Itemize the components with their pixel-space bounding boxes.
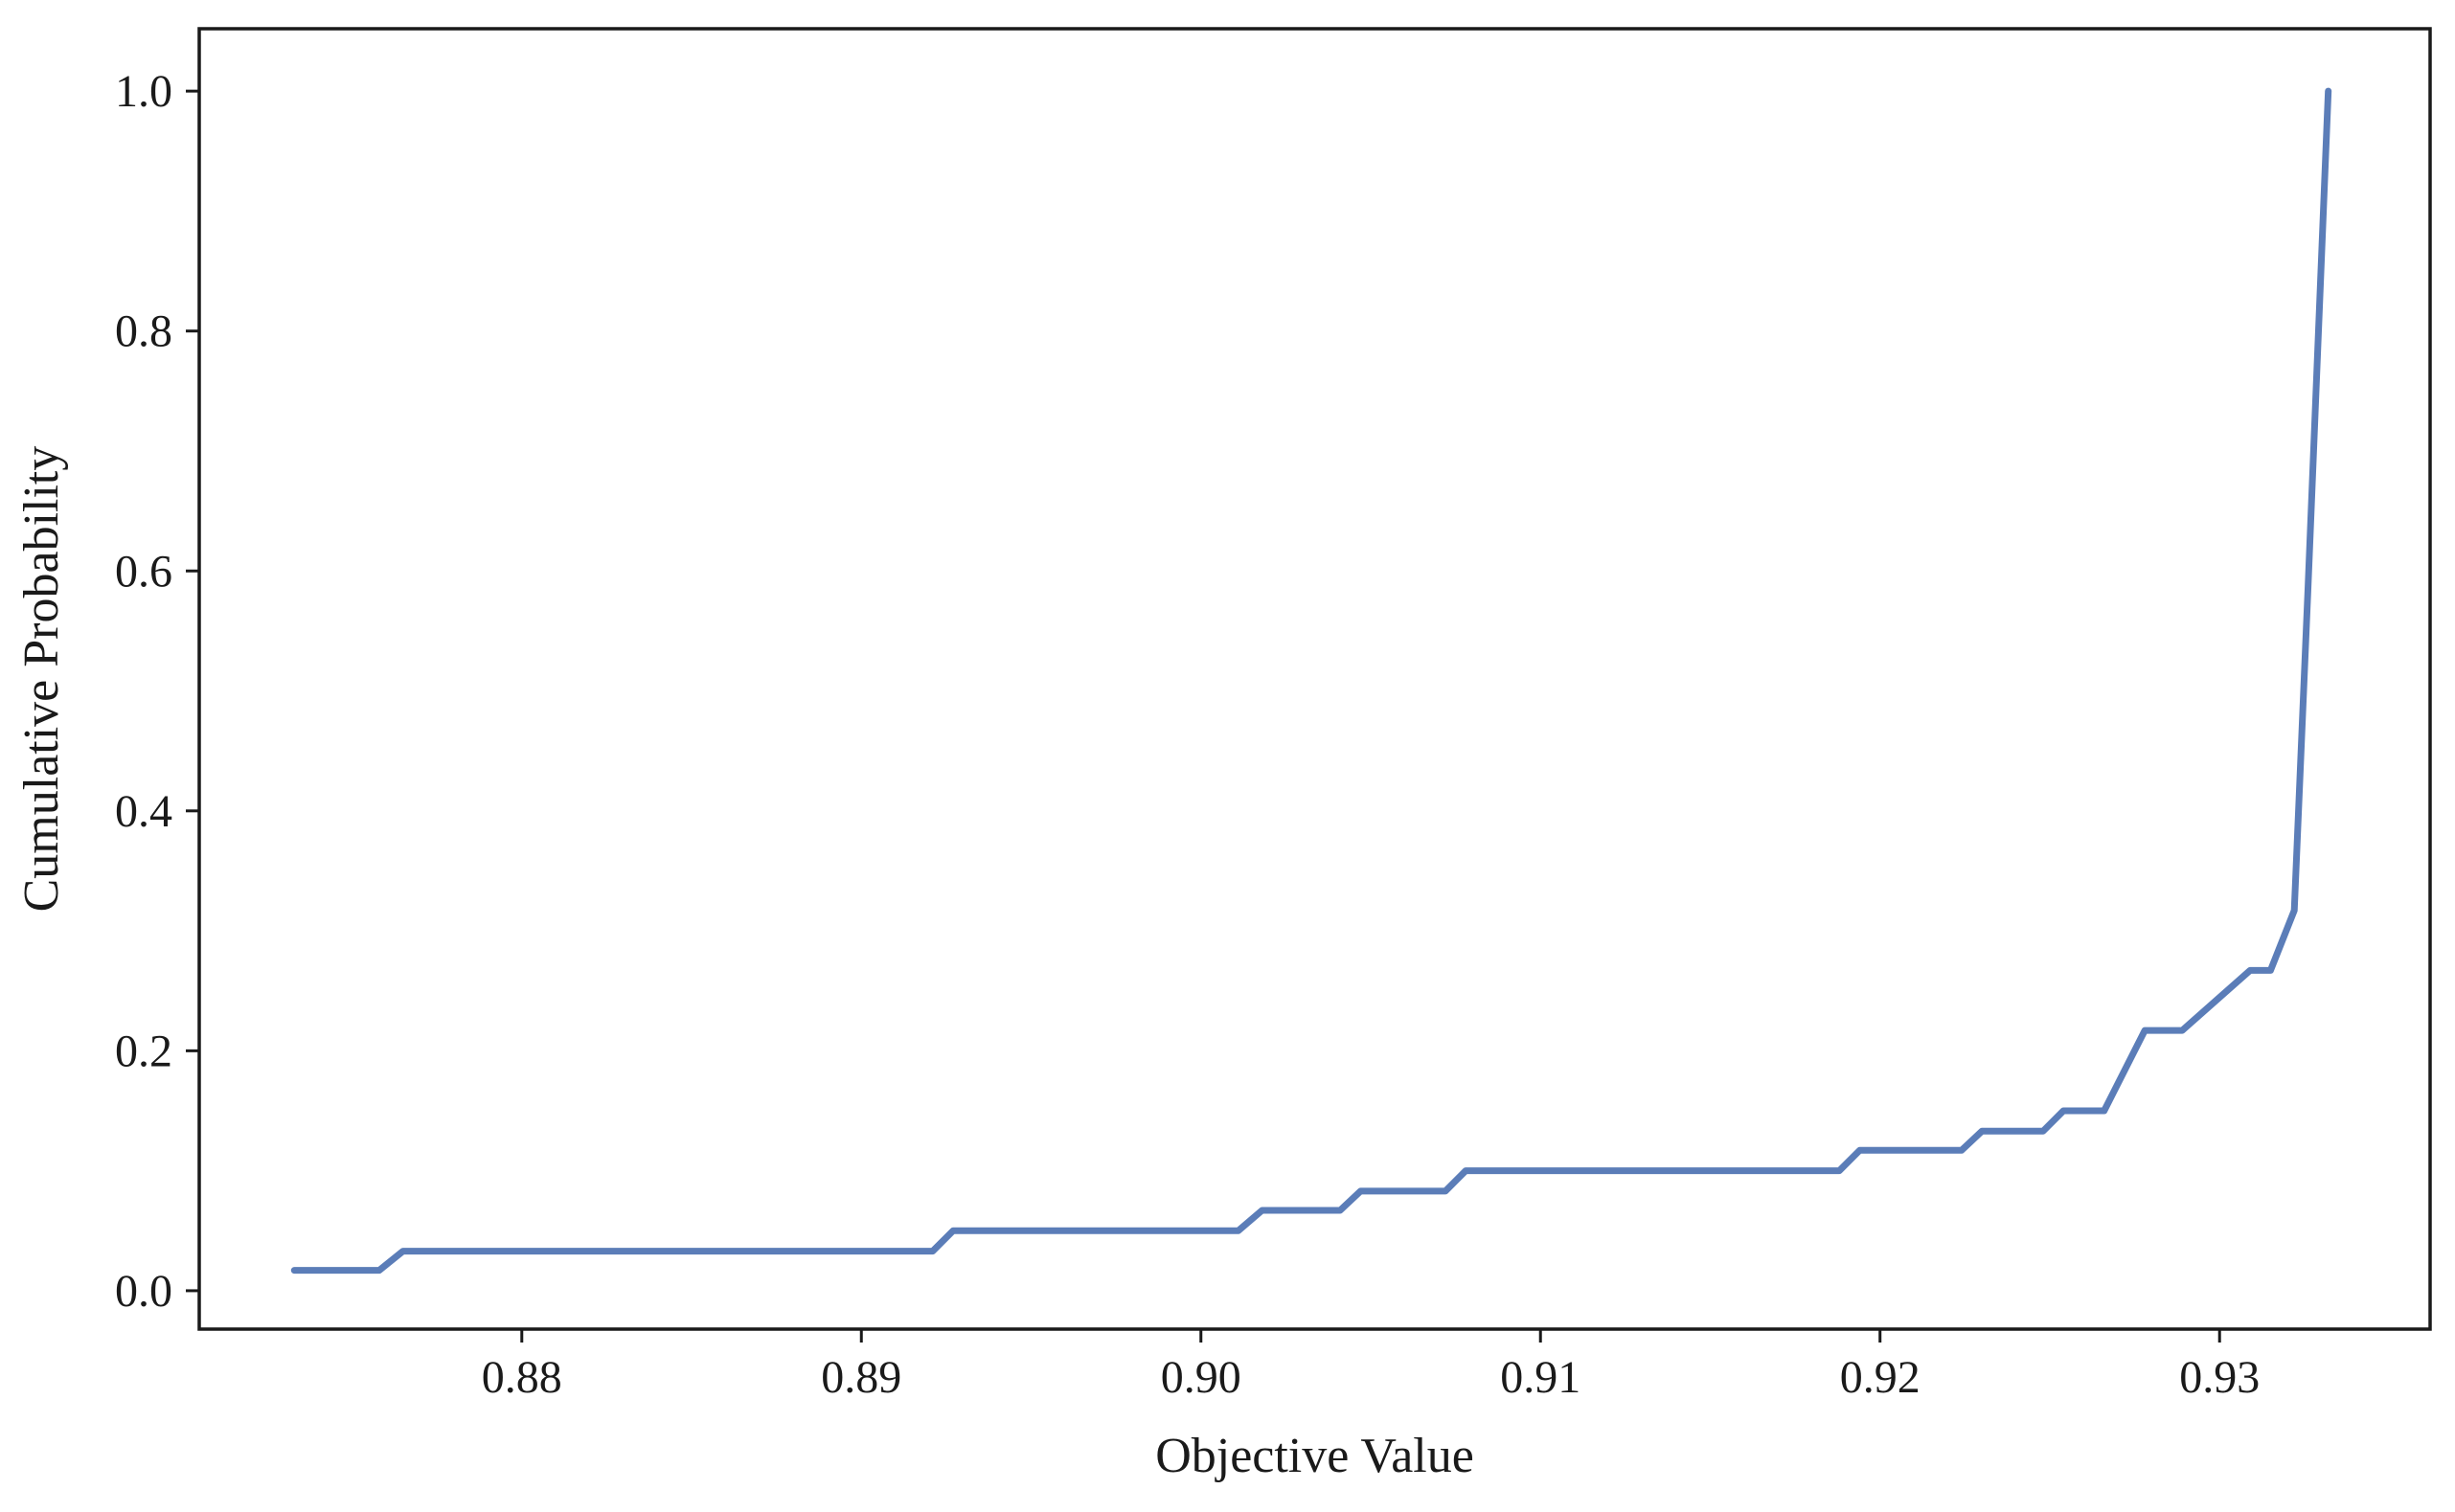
y-tick-label: 0.2 (115, 1026, 172, 1076)
y-tick-label: 0.0 (115, 1266, 172, 1317)
y-tick-label: 0.4 (115, 786, 172, 837)
x-tick-label: 0.91 (1500, 1352, 1580, 1403)
y-tick-label: 1.0 (115, 66, 172, 117)
x-tick-label: 0.90 (1161, 1352, 1241, 1403)
y-tick-label: 0.6 (115, 546, 172, 597)
x-tick-label: 0.93 (2179, 1352, 2260, 1403)
x-tick-label: 0.88 (482, 1352, 562, 1403)
x-axis-label: Objective Value (1155, 1429, 1474, 1483)
x-tick-label: 0.89 (821, 1352, 901, 1403)
cdf-series-line (290, 87, 2332, 1275)
x-tick-label: 0.92 (1840, 1352, 1921, 1403)
plot-frame (197, 27, 2432, 1331)
y-axis-label: Cumulative Probability (14, 446, 69, 913)
y-tick-label: 0.8 (115, 306, 172, 357)
ticks-layer: 0.88 0.89 0.90 0.91 0.92 0.93 0.0 0.2 0.4 0.6 0.8 1… (115, 66, 2260, 1403)
